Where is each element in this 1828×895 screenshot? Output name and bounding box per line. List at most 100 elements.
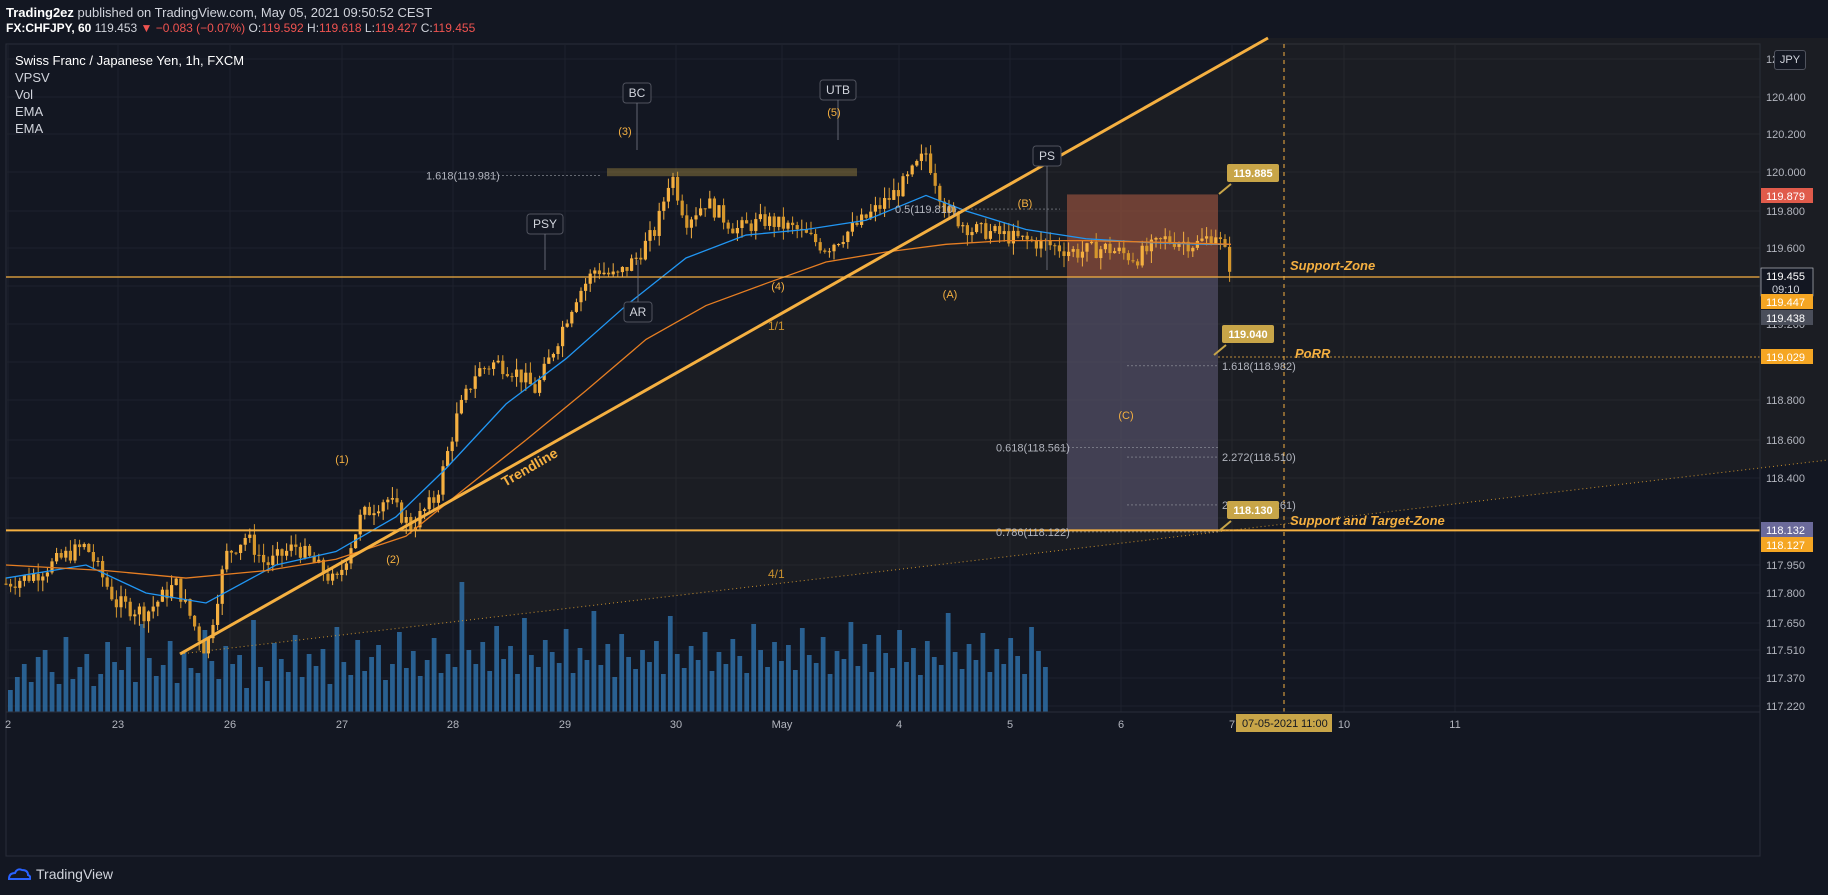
volume-bar xyxy=(466,650,472,712)
candle-body xyxy=(9,583,13,587)
candle-body xyxy=(124,596,128,602)
candle-body xyxy=(929,153,933,174)
price-tick-label: 118.800 xyxy=(1766,395,1805,407)
candle-body xyxy=(547,357,551,364)
currency-button[interactable]: JPY xyxy=(1774,50,1806,70)
candle-body xyxy=(469,388,473,390)
publish-header: Trading2ez published on TradingView.com,… xyxy=(0,0,1828,38)
volume-bar xyxy=(390,664,395,712)
candle-body xyxy=(662,201,666,211)
candle-body xyxy=(91,552,95,562)
candle-body xyxy=(786,222,790,229)
volume-bar xyxy=(987,672,993,712)
drawings-layer xyxy=(6,36,1828,712)
price-badge xyxy=(1761,294,1813,309)
candle-body xyxy=(988,231,992,239)
volume-bar xyxy=(973,660,979,712)
volume-bar xyxy=(35,657,41,712)
candle-body xyxy=(1168,236,1172,242)
candle-body xyxy=(620,266,624,273)
candle-body xyxy=(312,555,316,563)
volume-bar xyxy=(1008,638,1014,712)
high-value: 119.618 xyxy=(319,21,362,35)
legend-indicator-vol[interactable]: Vol xyxy=(15,87,34,102)
candle-body xyxy=(781,216,785,229)
candle-body xyxy=(492,362,496,369)
candle-body xyxy=(252,534,256,555)
volume-bar xyxy=(348,675,354,712)
candle-body xyxy=(229,550,233,553)
candle-body xyxy=(869,211,873,218)
candle-body xyxy=(239,544,243,553)
legend-title[interactable]: Swiss Franc / Japanese Yen, 1h, FXCM xyxy=(15,53,245,68)
publisher-name[interactable]: Trading2ez xyxy=(6,5,74,20)
volume-bar xyxy=(299,677,305,712)
volume-bar xyxy=(667,616,673,712)
candle-body xyxy=(179,578,183,602)
price-axis[interactable]: 117.220 117.370 117.510 117.650 117.800 117.9… xyxy=(1759,44,1814,856)
volume-bar xyxy=(112,662,117,712)
candle-body xyxy=(1200,238,1204,241)
low-label: L: xyxy=(364,21,375,35)
candle-body xyxy=(791,222,795,226)
candle-body xyxy=(436,494,440,503)
candle-body xyxy=(1126,253,1130,261)
candle-body xyxy=(998,226,1002,235)
candle-body xyxy=(317,559,321,563)
candle-body xyxy=(510,376,514,378)
symbol-label[interactable]: FX:CHFJPY, 60 xyxy=(6,21,92,35)
volume-bar xyxy=(529,655,534,712)
candle-body xyxy=(519,369,523,383)
candle-body xyxy=(478,368,482,377)
candle-body xyxy=(248,534,252,538)
candle-body xyxy=(1159,237,1163,240)
candle-body xyxy=(262,554,266,563)
time-axis[interactable]: 2 23 26 27 28 29 30 May 4 5 6 7 10 11 07-05-2021 11:00 xyxy=(5,711,1760,732)
tradingview-logo[interactable]: TradingView xyxy=(7,866,113,882)
candle-body xyxy=(285,550,289,556)
candle-body xyxy=(450,441,454,452)
candle-body xyxy=(763,214,767,226)
candle-body xyxy=(174,578,178,586)
volume-bar xyxy=(188,668,194,712)
candle-body xyxy=(78,544,82,548)
candle-body xyxy=(574,302,578,312)
candle-body xyxy=(363,506,367,515)
volume-bar xyxy=(598,665,604,712)
close-value: 119.455 xyxy=(432,21,476,35)
candle-body xyxy=(961,225,965,227)
candle-body xyxy=(101,560,105,578)
candle-body xyxy=(294,544,298,547)
volume-bar xyxy=(806,655,812,712)
candle-body xyxy=(846,231,850,243)
candle-body xyxy=(202,641,206,654)
time-badge-time: 11:00 xyxy=(1301,718,1328,730)
candle-body xyxy=(151,606,155,612)
candle-body xyxy=(630,258,634,271)
candle-body xyxy=(952,206,956,213)
legend-indicator-ema-1[interactable]: EMA xyxy=(15,104,44,119)
legend-indicator-ema-2[interactable]: EMA xyxy=(15,121,44,136)
price-tick-label: 118.400 xyxy=(1766,473,1805,485)
candle-body xyxy=(45,572,49,577)
fib-label: 0.618(118.561) xyxy=(996,442,1070,454)
volume-bar xyxy=(570,673,576,712)
volume-bar xyxy=(772,642,777,712)
candle-body xyxy=(114,599,118,608)
candle-body xyxy=(105,577,109,587)
volume-bar xyxy=(223,646,229,712)
candle-body xyxy=(372,513,376,516)
candle-body xyxy=(832,244,836,252)
candle-body xyxy=(188,598,192,616)
fib-label: 1.618(118.982) xyxy=(1222,361,1296,373)
volume-bar xyxy=(959,669,965,712)
fan-line-4-1 xyxy=(179,459,1828,655)
candle-body xyxy=(699,208,703,216)
candle-body xyxy=(386,499,390,503)
volume-bar xyxy=(195,673,201,712)
candle-body xyxy=(740,220,744,229)
legend-indicator-vpsv[interactable]: VPSV xyxy=(15,70,50,85)
volume-bar xyxy=(320,649,326,712)
candle-body xyxy=(837,244,841,246)
